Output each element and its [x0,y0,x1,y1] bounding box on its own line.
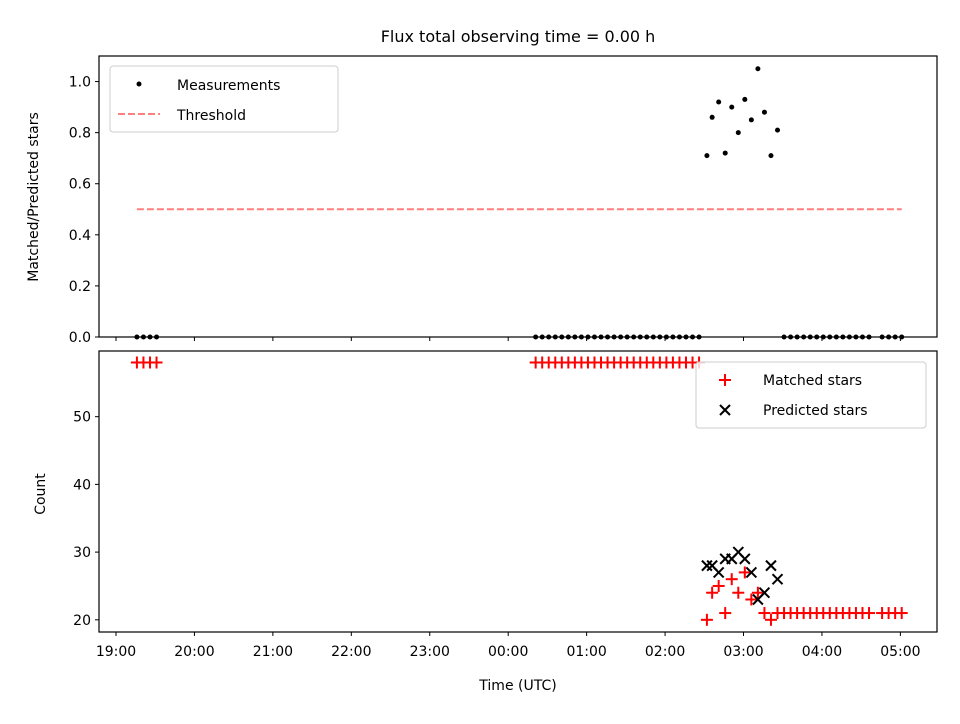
matched-star-point [700,613,713,626]
bottom-xtick-label: 01:00 [566,644,606,660]
bottom-xtick-label: 21:00 [253,644,293,660]
top-legend-box [109,65,339,133]
bottom-ylabel: Count [33,473,49,515]
measurement-point [704,153,710,159]
matched-star-point [745,593,758,606]
bottom-ytick-label: 20 [73,613,91,629]
legend-matched-label: Matched stars [763,373,862,389]
measurement-point [775,127,781,133]
matched-star-point [758,607,771,620]
top-ytick-label: 0.8 [69,126,91,142]
bottom-axes-frame [98,350,938,633]
matched-star-point [706,586,719,599]
figure-title: Flux total observing time = 0.00 h [381,27,656,46]
bottom-xtick-label: 04:00 [802,644,842,660]
predicted-star-point [712,566,725,579]
measurement-point [761,109,767,115]
bottom-legend: Matched stars Predicted stars [695,361,927,429]
predicted-star-point [771,573,784,585]
matched-star-point [732,586,745,599]
bottom-xtick-label: 02:00 [645,644,685,660]
bottom-xtick-label: 00:00 [488,644,528,660]
bottom-panel: 20 30 40 50 19:00 20:00 21:00 22:00 23:00 00:00 01… [33,350,938,694]
predicted-star-point [701,559,713,572]
legend-measurements-marker [136,81,142,87]
top-ylabel: Matched/Predicted stars [26,112,42,282]
matched-star-point [712,579,725,592]
measurement-point [716,99,722,105]
top-panel: 0.0 0.2 0.4 0.6 0.8 1.0 Matched/Predicted sta… [26,55,938,346]
predicted-star-point [758,587,771,599]
measurement-point [735,130,741,136]
top-ytick-label: 1.0 [69,75,91,91]
legend-measurements-label: Measurements [177,78,280,94]
bottom-ytick-label: 40 [73,477,91,493]
bottom-xlabel: Time (UTC) [478,678,556,694]
measurement-point [768,153,774,159]
top-axes-frame [98,55,938,338]
matched-star-point [738,566,751,579]
predicted-star-point [765,559,777,572]
measurement-point [709,114,715,120]
matched-star-point [764,613,777,626]
bottom-ytick-label: 50 [73,410,91,426]
top-ytick-label: 0.0 [69,330,91,346]
matched-star-point [725,573,738,586]
matched-star-point [150,356,163,369]
bottom-ytick-label: 30 [73,545,91,561]
bottom-xtick-label: 03:00 [723,644,763,660]
measurement-point [755,66,761,72]
bottom-legend-box [695,361,927,429]
predicted-star-point [739,553,751,565]
measurement-point [748,117,754,123]
top-legend: Measurements Threshold [109,65,339,133]
matched-star-point [719,607,732,620]
measurement-point [729,104,735,110]
matched-star-point [751,586,764,599]
legend-threshold-label: Threshold [176,108,246,124]
top-ytick-label: 0.2 [69,279,91,295]
bottom-xtick-label: 23:00 [410,644,450,660]
top-ytick-label: 0.4 [69,228,91,244]
legend-matched-marker [719,374,731,386]
measurement-point [722,150,728,156]
bottom-xtick-label: 19:00 [96,644,136,660]
legend-predicted-label: Predicted stars [763,403,868,419]
bottom-xtick-label: 22:00 [331,644,371,660]
bottom-xtick-label: 05:00 [880,644,920,660]
matched-star-point [895,607,908,620]
matched-star-point [863,607,876,620]
bottom-xtick-label: 20:00 [174,644,214,660]
top-ytick-label: 0.6 [69,177,91,193]
measurement-point [742,96,748,102]
legend-predicted-marker [719,404,731,416]
predicted-star-point [745,566,758,579]
